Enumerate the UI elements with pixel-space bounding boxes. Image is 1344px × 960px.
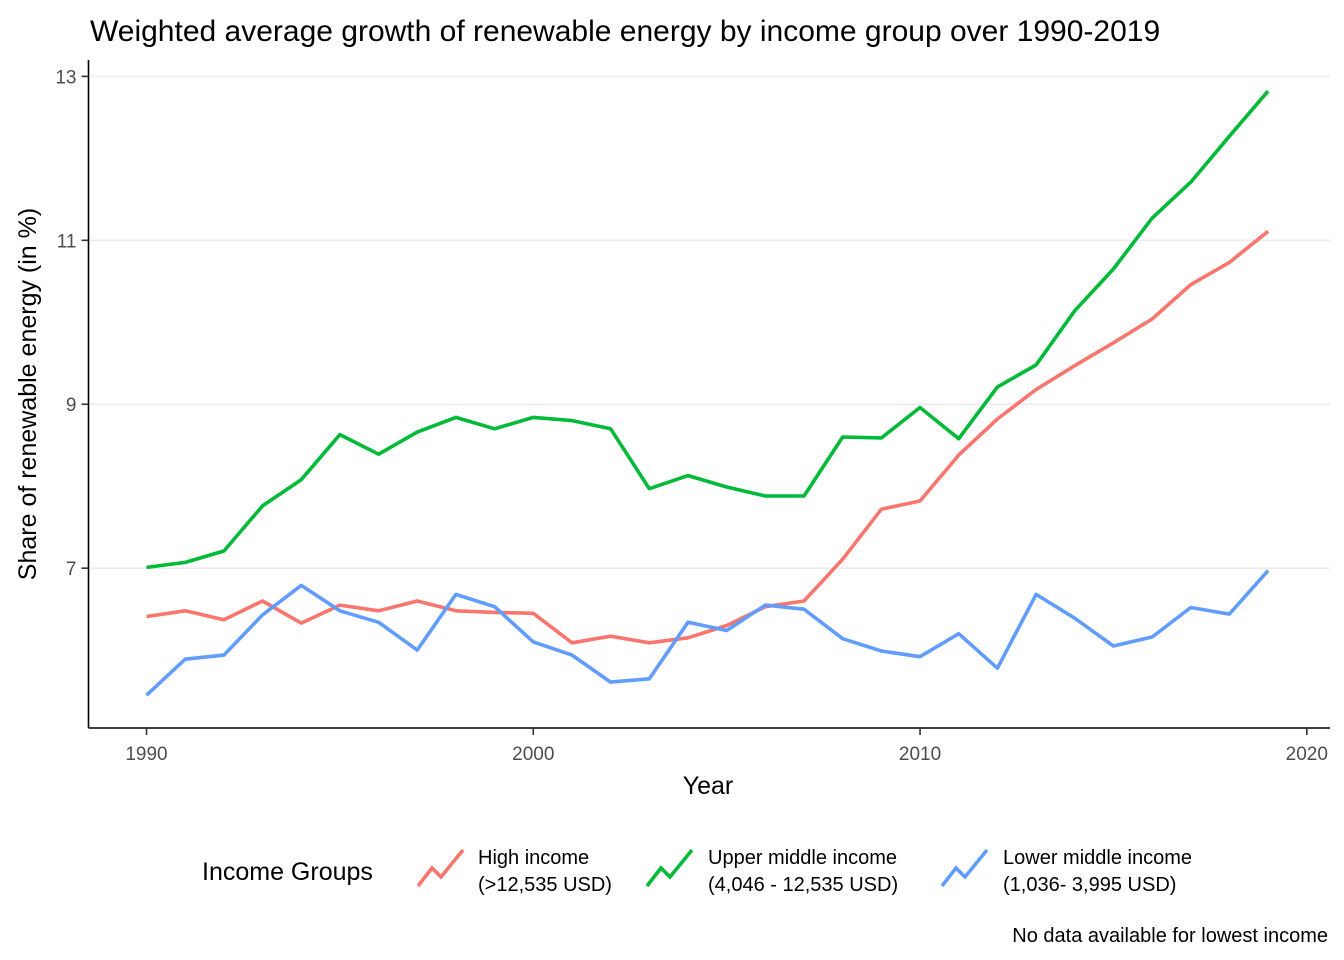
legend-key-high-income [416, 848, 465, 888]
legend: Income Groups High income (>12,535 USD) … [202, 847, 1192, 896]
legend-sublabel-lower-middle-income: (1,036- 3,995 USD) [1003, 874, 1176, 896]
axis-ticks: 7 9 11 13 1990 2000 2010 2020 [55, 67, 1328, 765]
legend-sublabel-upper-middle-income: (4,046 - 12,535 USD) [708, 874, 898, 896]
legend-label-upper-middle-income: Upper middle income [708, 847, 897, 869]
y-tick-label-9: 9 [66, 395, 77, 416]
x-tick-label-2000: 2000 [512, 744, 554, 765]
series-lines [145, 89, 1270, 697]
legend-item-high-income: High income (>12,535 USD) [416, 847, 612, 896]
series-line-lower-middle-income [145, 569, 1270, 697]
y-tick-label-7: 7 [66, 559, 77, 580]
series-line-high-income [146, 229, 1270, 645]
legend-key-lower-middle-income [940, 848, 989, 888]
x-tick-label-2020: 2020 [1286, 744, 1328, 765]
legend-item-lower-middle-income: Lower middle income (1,036- 3,995 USD) [940, 847, 1192, 896]
y-axis-title: Share of renewable energy (in %) [14, 208, 42, 580]
legend-label-high-income: High income [478, 847, 589, 869]
legend-key-upper-middle-income [645, 848, 694, 888]
y-tick-label-13: 13 [55, 67, 76, 88]
chart-title: Weighted average growth of renewable ene… [90, 15, 1160, 48]
x-tick-label-1990: 1990 [125, 744, 167, 765]
series-line-upper-middle-income [146, 89, 1270, 570]
legend-sublabel-high-income: (>12,535 USD) [478, 874, 612, 896]
legend-title: Income Groups [202, 858, 373, 886]
x-tick-label-2010: 2010 [899, 744, 941, 765]
y-tick-label-11: 11 [57, 231, 77, 252]
legend-label-lower-middle-income: Lower middle income [1003, 847, 1192, 869]
legend-item-upper-middle-income: Upper middle income (4,046 - 12,535 USD) [645, 847, 898, 896]
chart-caption: No data available for lowest income [1012, 925, 1328, 947]
gridlines [88, 75, 1330, 569]
x-axis-title: Year [683, 772, 734, 800]
